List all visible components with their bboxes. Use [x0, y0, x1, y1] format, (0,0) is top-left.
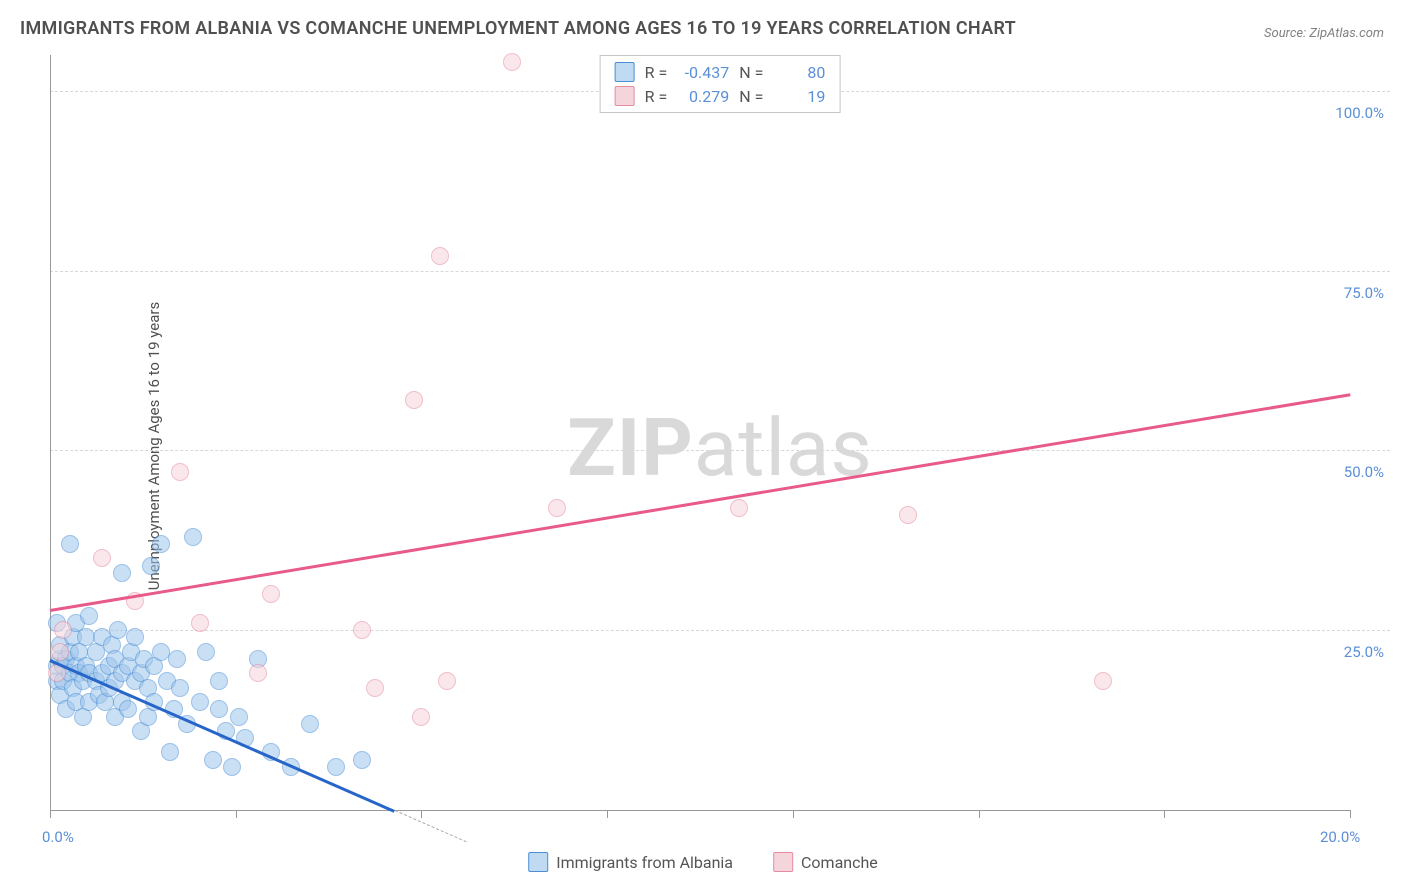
scatter-point	[405, 391, 423, 409]
x-tick-label: 20.0%	[1320, 828, 1360, 846]
watermark-light: atlas	[694, 401, 873, 495]
scatter-point	[80, 607, 98, 625]
legend-item-1: Immigrants from Albania	[528, 852, 733, 872]
stats-row-series2: R = 0.279 N = 19	[615, 84, 826, 108]
scatter-point	[431, 247, 449, 265]
scatter-point	[1094, 672, 1112, 690]
trend-line	[50, 393, 1350, 611]
stats-row-series1: R = -0.437 N = 80	[615, 60, 826, 84]
legend-label-1: Immigrants from Albania	[556, 853, 733, 872]
scatter-point	[548, 499, 566, 517]
scatter-point	[184, 528, 202, 546]
n-label: N =	[739, 63, 763, 82]
y-tick-label: 25.0%	[1344, 643, 1384, 661]
scatter-point	[168, 650, 186, 668]
swatch-pink-icon	[773, 852, 793, 872]
scatter-point	[171, 463, 189, 481]
gridline-h	[50, 271, 1390, 272]
n-value-1: 80	[773, 63, 825, 82]
r-value-2: 0.279	[677, 87, 729, 106]
scatter-point	[353, 751, 371, 769]
trend-extension	[394, 810, 466, 842]
gridline-h	[50, 450, 1390, 451]
scatter-point	[353, 621, 371, 639]
legend-item-2: Comanche	[773, 852, 878, 872]
scatter-point	[171, 679, 189, 697]
x-tick	[421, 810, 422, 818]
y-tick-label: 50.0%	[1344, 463, 1384, 481]
gridline-h	[50, 630, 1390, 631]
source-attribution: Source: ZipAtlas.com	[1264, 26, 1384, 41]
scatter-point	[54, 621, 72, 639]
r-label: R =	[645, 87, 668, 106]
n-value-2: 19	[773, 87, 825, 106]
x-tick	[607, 810, 608, 818]
scatter-point	[161, 743, 179, 761]
x-tick	[793, 810, 794, 818]
x-tick-label: 0.0%	[42, 828, 74, 846]
x-tick	[979, 810, 980, 818]
watermark-bold: ZIP	[567, 401, 694, 495]
swatch-blue-icon	[615, 62, 635, 82]
scatter-point	[113, 564, 131, 582]
r-value-1: -0.437	[677, 63, 729, 82]
chart-title: IMMIGRANTS FROM ALBANIA VS COMANCHE UNEM…	[20, 18, 1016, 39]
scatter-point	[191, 693, 209, 711]
legend-label-2: Comanche	[801, 853, 878, 872]
scatter-point	[730, 499, 748, 517]
scatter-point	[191, 614, 209, 632]
scatter-point	[262, 585, 280, 603]
y-tick-label: 75.0%	[1344, 284, 1384, 302]
x-axis	[50, 810, 1350, 811]
y-tick-label: 100.0%	[1335, 104, 1384, 122]
bottom-legend: Immigrants from Albania Comanche	[528, 852, 878, 872]
scatter-point	[119, 700, 137, 718]
scatter-point	[249, 664, 267, 682]
scatter-point	[61, 535, 79, 553]
scatter-point	[366, 679, 384, 697]
scatter-point	[327, 758, 345, 776]
x-tick	[1350, 810, 1351, 818]
swatch-pink-icon	[615, 86, 635, 106]
swatch-blue-icon	[528, 852, 548, 872]
correlation-stats-box: R = -0.437 N = 80 R = 0.279 N = 19	[600, 55, 841, 113]
scatter-point	[126, 628, 144, 646]
scatter-point	[204, 751, 222, 769]
r-label: R =	[645, 63, 668, 82]
scatter-point	[230, 708, 248, 726]
scatter-point	[412, 708, 430, 726]
scatter-point	[503, 53, 521, 71]
scatter-point	[223, 758, 241, 776]
scatter-point	[210, 672, 228, 690]
scatter-point	[152, 535, 170, 553]
x-tick	[236, 810, 237, 818]
x-tick	[1164, 810, 1165, 818]
plot-area: ZIPatlas 25.0%50.0%75.0%100.0%0.0%20.0% …	[50, 55, 1390, 840]
scatter-point	[93, 549, 111, 567]
scatter-point	[51, 643, 69, 661]
scatter-point	[210, 700, 228, 718]
scatter-point	[301, 715, 319, 733]
scatter-point	[142, 557, 160, 575]
n-label: N =	[739, 87, 763, 106]
scatter-point	[438, 672, 456, 690]
scatter-point	[899, 506, 917, 524]
x-tick	[50, 810, 51, 818]
scatter-point	[197, 643, 215, 661]
